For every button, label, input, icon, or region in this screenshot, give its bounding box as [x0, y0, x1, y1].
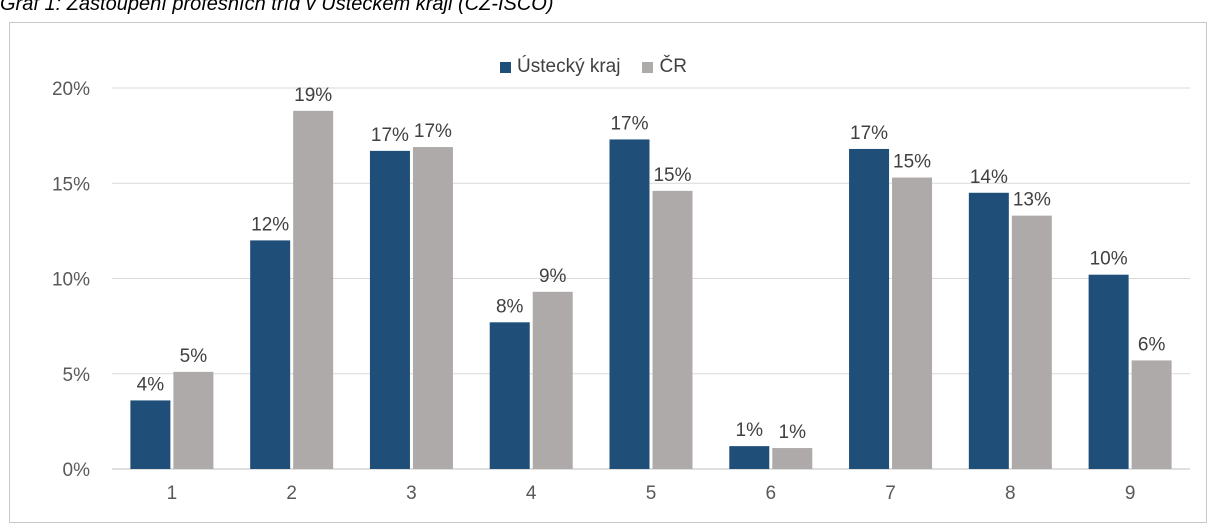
data-label: 15% — [893, 152, 931, 173]
x-tick-label: 8 — [1005, 483, 1016, 504]
x-tick-label: 6 — [765, 483, 776, 504]
data-label: 12% — [251, 214, 289, 235]
bar-ustecky-kraj — [729, 446, 770, 469]
bar-cr — [293, 110, 334, 470]
data-label: 19% — [294, 85, 332, 106]
legend-label-ustecky-kraj: Ústecký kraj — [517, 56, 621, 77]
data-label: 1% — [779, 422, 807, 443]
bar-cr — [772, 448, 813, 469]
data-label: 9% — [539, 266, 567, 287]
legend-item-cr: ČR — [642, 56, 687, 78]
legend-item-ustecky-kraj: Ústecký kraj — [500, 56, 620, 78]
bar-ustecky-kraj — [369, 150, 410, 469]
y-tick-label: 10% — [52, 270, 90, 291]
legend-swatch-cr — [642, 61, 654, 73]
bar-ustecky-kraj — [609, 139, 650, 469]
legend-label-cr: ČR — [659, 56, 687, 77]
chart-caption: Graf 1: Zastoupení profesních tříd v Úst… — [0, 0, 554, 15]
bar-cr — [1011, 215, 1052, 469]
data-label: 13% — [1013, 190, 1051, 211]
y-tick-label: 20% — [52, 79, 90, 100]
bar-ustecky-kraj — [250, 240, 291, 469]
legend-swatch-ustecky-kraj — [500, 61, 511, 73]
data-label: 8% — [496, 296, 524, 317]
legend: Ústecký kraj ČR — [500, 56, 709, 78]
data-label: 17% — [850, 123, 888, 144]
bar-ustecky-kraj — [1088, 274, 1129, 469]
x-tick-label: 4 — [526, 483, 537, 504]
data-label: 17% — [610, 113, 648, 134]
data-label: 17% — [414, 121, 452, 142]
data-label: 1% — [736, 420, 764, 441]
y-tick-label: 0% — [63, 460, 91, 481]
bar-ustecky-kraj — [130, 400, 171, 469]
x-tick-label: 2 — [286, 483, 297, 504]
bar-chart: 0%5%10%15%20%4%5%112%19%217% 17%38%9%417%… — [52, 79, 1190, 504]
bar-cr — [173, 371, 214, 469]
data-label: 17% — [371, 125, 409, 146]
x-tick-label: 3 — [406, 483, 417, 504]
bar-ustecky-kraj — [849, 148, 890, 469]
x-tick-label: 1 — [167, 483, 178, 504]
bar-cr — [652, 190, 693, 469]
bar-ustecky-kraj — [489, 322, 530, 469]
data-label: 14% — [970, 167, 1008, 188]
data-label: 5% — [180, 346, 208, 367]
y-tick-label: 15% — [52, 174, 90, 195]
bar-cr — [892, 177, 933, 469]
data-label: 6% — [1138, 334, 1166, 355]
bar-cr — [532, 291, 573, 469]
data-label: 10% — [1090, 249, 1128, 270]
x-tick-label: 7 — [885, 483, 896, 504]
bar-ustecky-kraj — [968, 192, 1009, 469]
data-label: 15% — [653, 165, 691, 186]
y-tick-label: 5% — [63, 365, 91, 386]
bar-cr — [412, 147, 453, 469]
data-label: 4% — [137, 374, 165, 395]
chart-frame: Ústecký kraj ČR 0% 5% 10% 15% 20% 4% 5% 1 12% 19%… — [9, 22, 1207, 523]
bar-cr — [1131, 360, 1172, 469]
x-tick-label: 5 — [646, 483, 657, 504]
x-tick-label: 9 — [1125, 483, 1136, 504]
